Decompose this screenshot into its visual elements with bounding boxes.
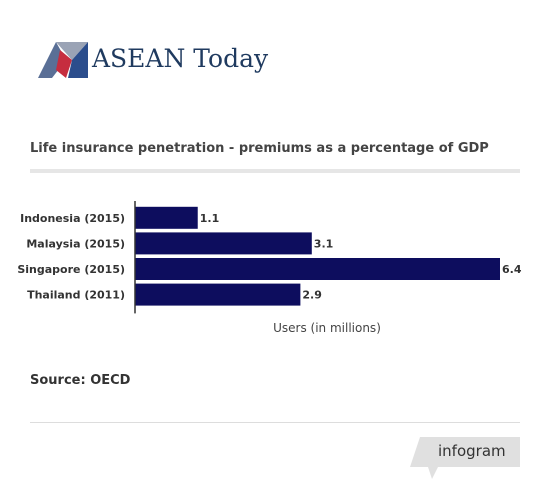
category-label-3: Singapore (2015) (17, 263, 125, 276)
bar-3 (135, 258, 500, 280)
footer-divider (30, 422, 520, 423)
chart-title: Life insurance penetration - premiums as… (30, 141, 489, 156)
category-label-4: Thailand (2011) (27, 289, 125, 302)
bar-2 (135, 232, 312, 255)
data-label-4: 2.9 (302, 289, 322, 302)
brand-name: ASEAN Today (92, 44, 269, 73)
source-note: Source: OECD (30, 373, 131, 388)
infogram-badge-label[interactable]: infogram (438, 442, 506, 460)
bar-4 (135, 283, 301, 306)
data-label-2: 3.1 (314, 237, 334, 250)
title-divider (30, 169, 520, 173)
data-label-3: 6.4 (502, 263, 522, 276)
bar-1 (135, 206, 198, 229)
data-label-1: 1.1 (200, 212, 220, 225)
x-axis-label: Users (in millions) (273, 321, 381, 335)
asean-today-logo-icon (38, 42, 88, 78)
category-label-2: Malaysia (2015) (26, 237, 125, 250)
infogram-badge-icon[interactable] (408, 437, 522, 479)
bar-chart: Indonesia (2015) 1.1 Malaysia (2015) 3.1 Sin… (17, 201, 522, 335)
category-label-1: Indonesia (2015) (20, 212, 125, 225)
